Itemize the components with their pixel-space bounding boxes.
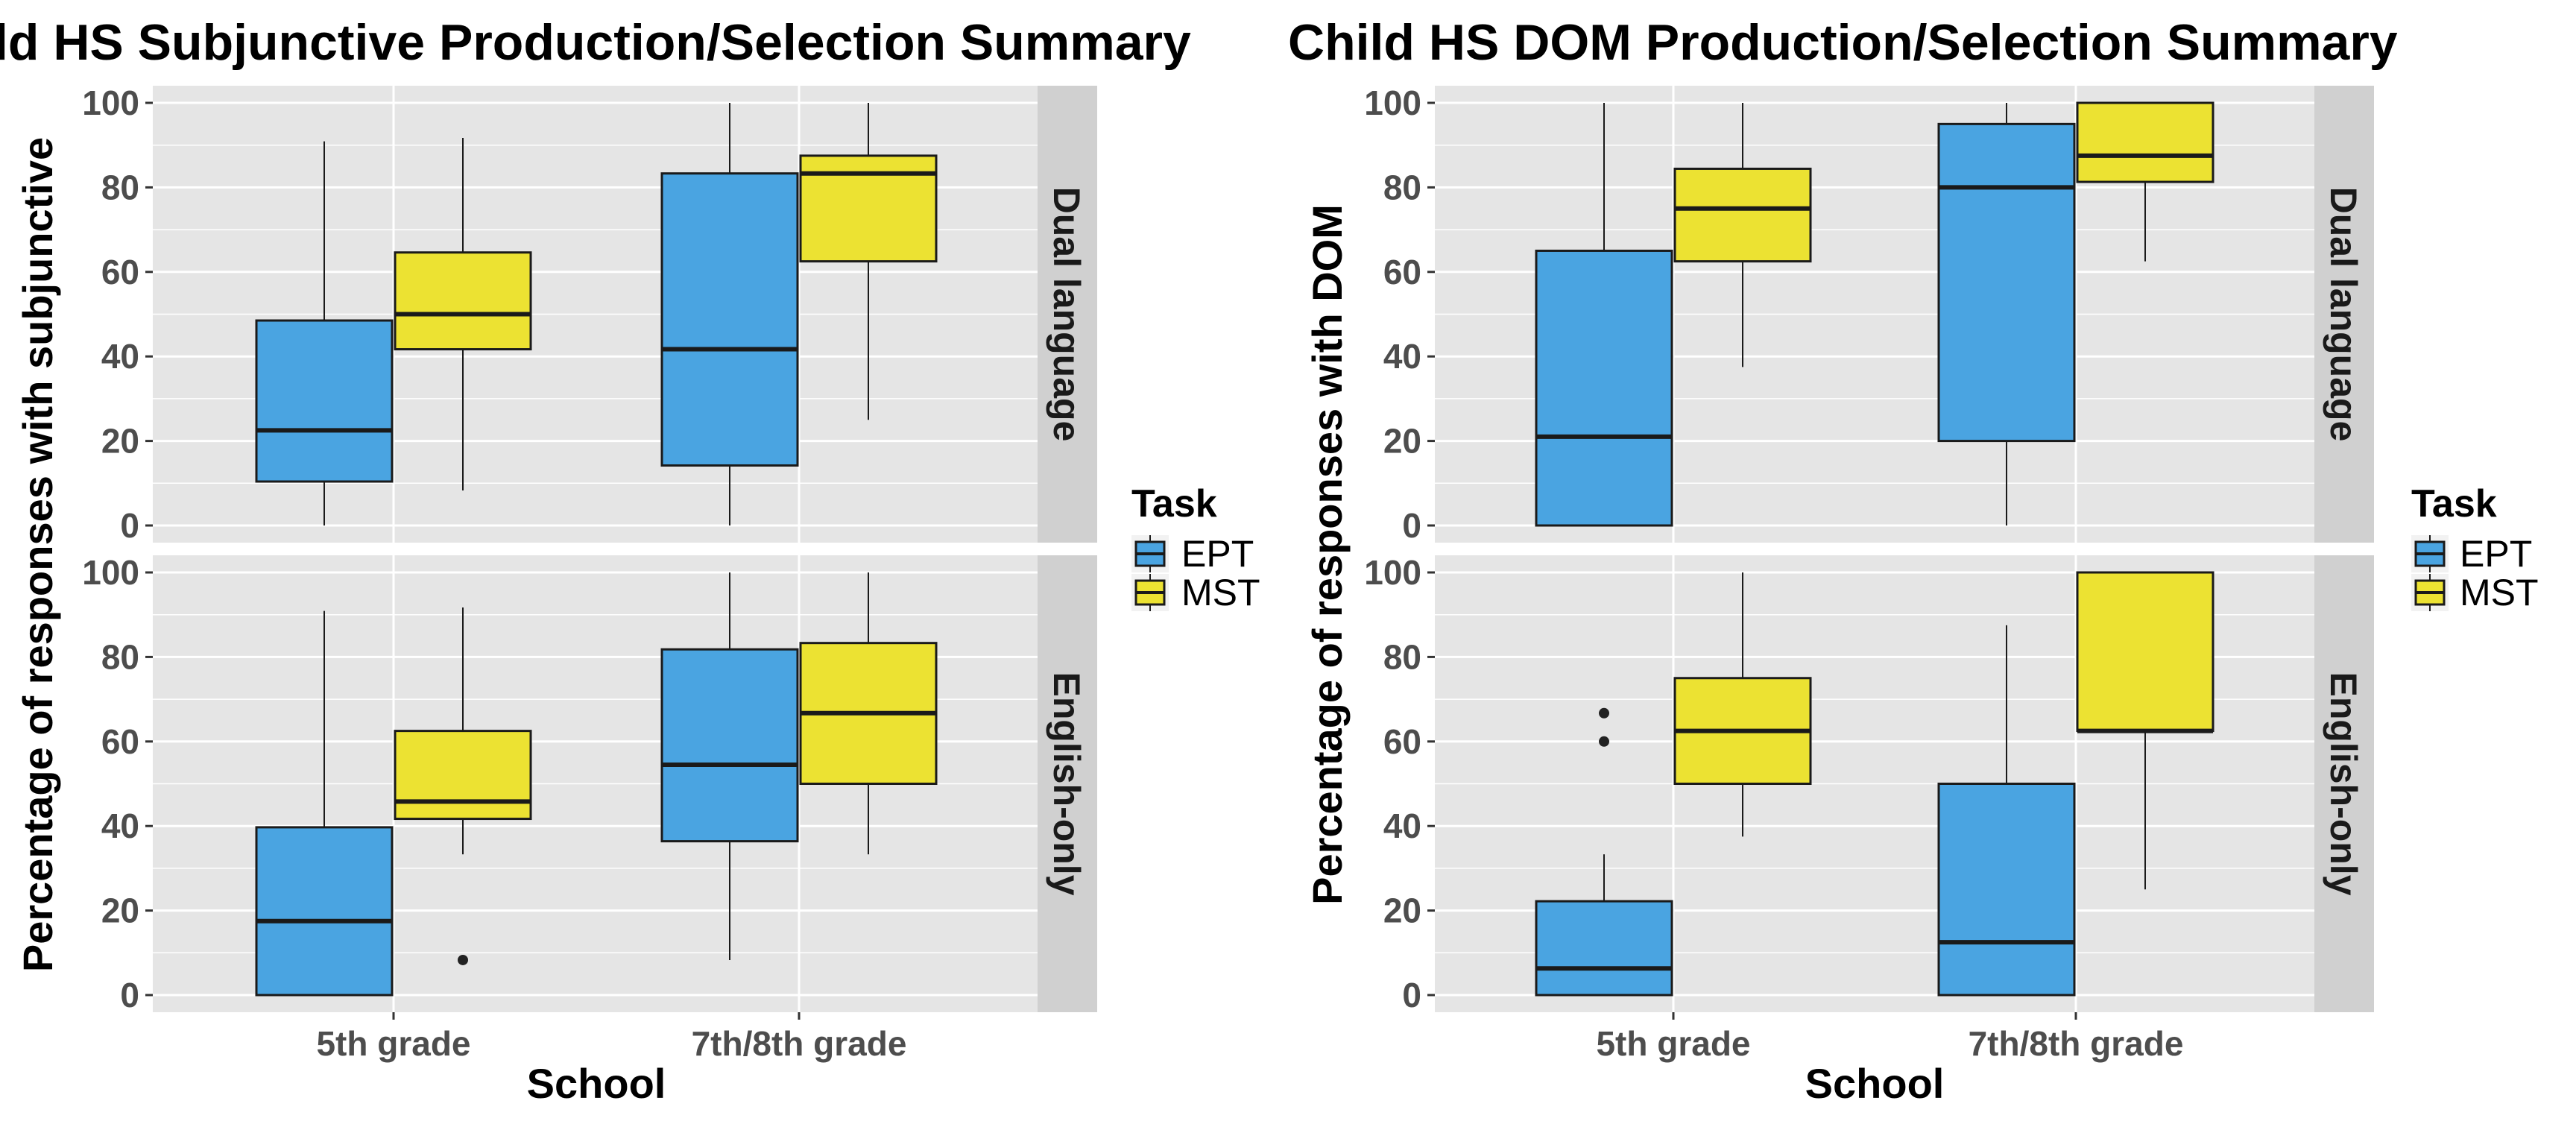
y-tick-label: 60 bbox=[101, 253, 139, 291]
y-tick-label: 60 bbox=[101, 722, 139, 761]
box-mst bbox=[799, 103, 938, 420]
box-body bbox=[255, 319, 394, 483]
box-body bbox=[2076, 571, 2214, 733]
box-ept bbox=[1937, 103, 2076, 525]
facet-strip-label: English-only bbox=[1046, 672, 1087, 896]
box-ept bbox=[1937, 625, 2076, 997]
box-body bbox=[1937, 122, 2076, 443]
facet-panel: 0 20 40 60 80 100 English-only bbox=[82, 553, 1097, 1014]
y-tick-label: 100 bbox=[1364, 553, 1421, 592]
legend: Task EPT MST bbox=[2411, 482, 2539, 613]
y-axis-title: Percentage of responses with subjunctive bbox=[14, 137, 61, 972]
outlier-point bbox=[1599, 707, 1609, 719]
legend-label-mst: MST bbox=[2460, 572, 2539, 613]
box-ept bbox=[255, 141, 394, 525]
x-tick-label: 7th/8th grade bbox=[692, 1024, 907, 1063]
box-body bbox=[394, 730, 532, 821]
y-tick-label: 100 bbox=[82, 553, 139, 592]
y-tick-label: 0 bbox=[120, 506, 139, 545]
y-tick-label: 80 bbox=[101, 637, 139, 676]
x-tick-label: 5th grade bbox=[1596, 1024, 1750, 1063]
facet-strip-label: English-only bbox=[2323, 672, 2364, 896]
facet-strip bbox=[2314, 86, 2374, 543]
box-ept bbox=[660, 103, 799, 525]
y-tick-label: 20 bbox=[101, 891, 139, 930]
y-tick-label: 20 bbox=[101, 422, 139, 461]
y-tick-label: 20 bbox=[1383, 422, 1421, 461]
y-tick-label: 0 bbox=[120, 976, 139, 1014]
box-mst bbox=[394, 607, 532, 965]
box-body bbox=[255, 826, 394, 997]
box-body bbox=[1535, 900, 1673, 997]
legend-label-mst: MST bbox=[1181, 572, 1260, 613]
box-body bbox=[2076, 101, 2214, 183]
y-tick-label: 40 bbox=[1383, 337, 1421, 376]
legend-item-ept: EPT bbox=[2411, 533, 2532, 575]
box-body bbox=[660, 648, 799, 843]
box-mst bbox=[2076, 101, 2214, 262]
box-body bbox=[1673, 167, 1812, 263]
dom-chart: Child HS DOM Production/Selection Summar… bbox=[1288, 14, 2539, 1107]
facet-panels: 0 20 40 60 80 100 Dual language 0 20 40 60 80 100 Eng… bbox=[1364, 83, 2374, 1063]
facet-strip-label: Dual language bbox=[2323, 187, 2364, 442]
box-ept bbox=[1535, 103, 1673, 527]
box-mst bbox=[2076, 571, 2214, 890]
legend-label-ept: EPT bbox=[2460, 533, 2532, 575]
y-tick-label: 60 bbox=[1383, 722, 1421, 761]
box-mst bbox=[1673, 103, 1812, 367]
box-mst bbox=[1673, 572, 1812, 837]
box-body bbox=[394, 251, 532, 351]
x-axis-title: School bbox=[1805, 1060, 1945, 1107]
facet-strip bbox=[1038, 86, 1097, 543]
y-axis-title: Percentage of responses with DOM bbox=[1304, 204, 1351, 905]
y-tick-label: 80 bbox=[1383, 168, 1421, 206]
facet-strip bbox=[1038, 555, 1097, 1012]
facet-strip-label: Dual language bbox=[1046, 187, 1087, 442]
x-tick-label: 7th/8th grade bbox=[1969, 1024, 2184, 1063]
box-body bbox=[1937, 783, 2076, 997]
x-tick-label: 5th grade bbox=[316, 1024, 470, 1063]
facet-panel: 0 20 40 60 80 100 Dual language bbox=[82, 83, 1097, 545]
facet-panel: 0 20 40 60 80 100 Dual language bbox=[1364, 83, 2374, 545]
outlier-point bbox=[1599, 736, 1609, 747]
y-tick-label: 20 bbox=[1383, 891, 1421, 930]
legend: Task EPT MST bbox=[1131, 482, 1260, 613]
box-ept bbox=[1535, 707, 1673, 997]
box-ept bbox=[255, 610, 394, 997]
box-mst bbox=[799, 572, 938, 855]
chart-title: Child HS DOM Production/Selection Summar… bbox=[1288, 14, 2398, 71]
y-tick-label: 100 bbox=[82, 83, 139, 122]
y-tick-label: 40 bbox=[101, 806, 139, 845]
y-tick-label: 40 bbox=[1383, 806, 1421, 845]
y-tick-label: 0 bbox=[1402, 506, 1421, 545]
facet-strip bbox=[2314, 555, 2374, 1012]
legend-item-mst: MST bbox=[1131, 572, 1260, 613]
legend-item-mst: MST bbox=[2411, 572, 2539, 613]
x-axis-title: School bbox=[527, 1060, 666, 1107]
box-ept bbox=[660, 572, 799, 960]
y-tick-label: 80 bbox=[101, 168, 139, 206]
legend-label-ept: EPT bbox=[1181, 533, 1254, 575]
legend-item-ept: EPT bbox=[1131, 533, 1254, 575]
box-body bbox=[660, 172, 799, 467]
y-tick-label: 100 bbox=[1364, 83, 1421, 122]
y-tick-label: 80 bbox=[1383, 637, 1421, 676]
subjunctive-chart: ld HS Subjunctive Production/Selection S… bbox=[0, 14, 1260, 1107]
y-tick-label: 40 bbox=[101, 337, 139, 376]
y-tick-label: 0 bbox=[1402, 976, 1421, 1014]
legend-title: Task bbox=[2411, 482, 2497, 525]
box-mst bbox=[394, 138, 532, 490]
facet-panels: 0 20 40 60 80 100 Dual language 0 20 40 60 80 100 Eng… bbox=[82, 83, 1097, 1063]
outlier-point bbox=[458, 954, 468, 965]
legend-title: Task bbox=[1131, 482, 1217, 525]
facet-panel: 0 20 40 60 80 100 English-only bbox=[1364, 553, 2374, 1014]
chart-title: ld HS Subjunctive Production/Selection S… bbox=[0, 14, 1191, 71]
box-body bbox=[1535, 249, 1673, 527]
y-tick-label: 60 bbox=[1383, 253, 1421, 291]
